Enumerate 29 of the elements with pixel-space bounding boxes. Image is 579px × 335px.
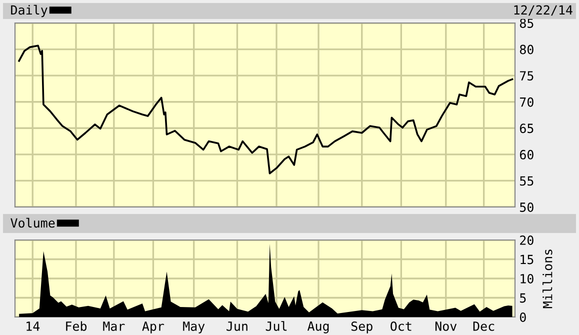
x-tick-label: May: [183, 322, 205, 334]
legend-label: Volume: [10, 218, 55, 228]
x-tick-label: Nov: [435, 322, 457, 331]
line-series: [18, 44, 514, 174]
y-tick-label: 10: [520, 274, 534, 284]
y-tick-label: 75: [520, 71, 534, 81]
y-tick-label: 20: [520, 236, 534, 245]
y-tick-label: 5: [520, 293, 526, 303]
x-tick-label: Oct: [390, 321, 412, 331]
y-axis-title: Millions: [542, 250, 552, 308]
legend-label: Daily: [11, 4, 48, 18]
x-tick-label: Aug: [307, 322, 329, 334]
x-tick-label: Feb: [66, 321, 87, 331]
y-tick-label: 55: [520, 176, 534, 186]
x-tick-label: Mar: [103, 322, 125, 331]
x-tick-label: Sep: [351, 321, 372, 334]
y-tick-label: 65: [520, 124, 534, 134]
x-tick-label: Jul: [266, 321, 287, 331]
text: 12/22/14: [514, 5, 572, 16]
y-tick-label: 60: [520, 150, 534, 160]
y-tick-label: 80: [520, 44, 534, 54]
y-tick-label: 0: [520, 312, 526, 322]
x-tick-label: Dec: [473, 322, 494, 331]
x-tick-label: Jun: [226, 322, 248, 331]
y-tick-label: 50: [520, 202, 534, 212]
x-tick-label: Apr: [142, 322, 164, 334]
y-tick-label: 70: [520, 97, 534, 107]
x-tick-label: 14: [26, 322, 40, 331]
y-tick-label: 15: [520, 254, 534, 264]
